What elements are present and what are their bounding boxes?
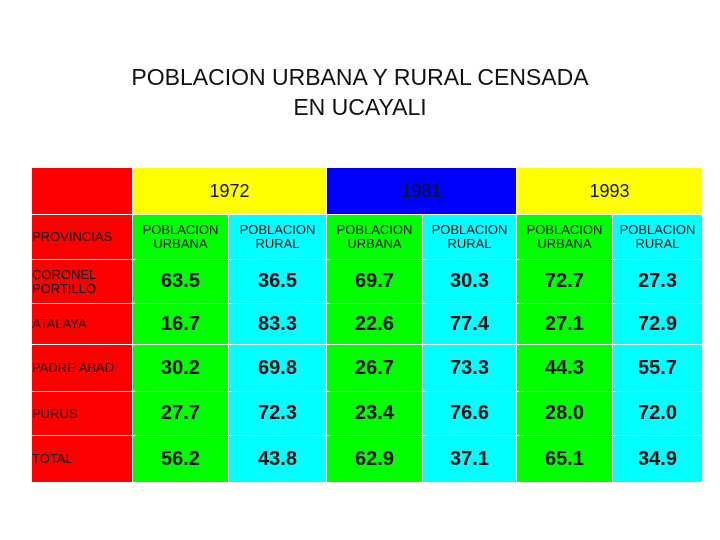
subheader-rural-1972: POBLACION RURAL (228, 214, 327, 260)
value-cell: 72.3 (228, 391, 327, 436)
value-cell: 36.5 (228, 259, 327, 304)
population-table: 1972 1981 1993 PROVINCIAS POBLACION URBA… (31, 167, 703, 483)
value-cell: 73.3 (422, 344, 517, 392)
value-cell: 43.8 (228, 435, 327, 483)
value-cell: 76.6 (422, 391, 517, 436)
value-cell: 44.3 (516, 344, 613, 392)
value-cell: 69.8 (228, 344, 327, 392)
table-row: PADRE ABAD 30.2 69.8 26.7 73.3 44.3 55.7 (31, 344, 703, 392)
province-padre-abad: PADRE ABAD (31, 344, 133, 392)
value-cell: 77.4 (422, 303, 517, 345)
title-line-1: POBLACION URBANA Y RURAL CENSADA (131, 64, 589, 90)
year-header-1972: 1972 (132, 167, 327, 215)
value-cell: 72.9 (612, 303, 703, 345)
value-cell: 72.7 (516, 259, 613, 304)
value-cell: 30.2 (132, 344, 229, 392)
year-header-1993: 1993 (516, 167, 703, 215)
value-cell: 69.7 (326, 259, 423, 304)
value-cell: 65.1 (516, 435, 613, 483)
province-purus: PURUS (31, 391, 133, 436)
value-cell: 28.0 (516, 391, 613, 436)
value-cell: 30.3 (422, 259, 517, 304)
value-cell: 22.6 (326, 303, 423, 345)
value-cell: 55.7 (612, 344, 703, 392)
subheader-urbana-1981: POBLACION URBANA (326, 214, 423, 260)
subheader-urbana-1993: POBLACION URBANA (516, 214, 613, 260)
subheader-rural-1993: POBLACION RURAL (612, 214, 703, 260)
value-cell: 34.9 (612, 435, 703, 483)
table-row: CORONEL PORTILLO 63.5 36.5 69.7 30.3 72.… (31, 259, 703, 304)
corner-blank-cell (31, 167, 133, 215)
value-cell: 63.5 (132, 259, 229, 304)
year-header-row: 1972 1981 1993 (31, 167, 703, 215)
value-cell: 27.3 (612, 259, 703, 304)
value-cell: 16.7 (132, 303, 229, 345)
value-cell: 27.1 (516, 303, 613, 345)
value-cell: 37.1 (422, 435, 517, 483)
province-atalaya: ATALAYA (31, 303, 133, 345)
value-cell: 62.9 (326, 435, 423, 483)
value-cell: 83.3 (228, 303, 327, 345)
table-row: PURUS 27.7 72.3 23.4 76.6 28.0 72.0 (31, 391, 703, 436)
year-header-1981: 1981 (326, 167, 517, 215)
table-row: ATALAYA 16.7 83.3 22.6 77.4 27.1 72.9 (31, 303, 703, 345)
title-line-2: EN UCAYALI (293, 94, 427, 120)
province-coronel-portillo: CORONEL PORTILLO (31, 259, 133, 304)
value-cell: 72.0 (612, 391, 703, 436)
province-total: TOTAL (31, 435, 133, 483)
value-cell: 27.7 (132, 391, 229, 436)
table-row: TOTAL 56.2 43.8 62.9 37.1 65.1 34.9 (31, 435, 703, 483)
value-cell: 26.7 (326, 344, 423, 392)
subheader-rural-1981: POBLACION RURAL (422, 214, 517, 260)
provincias-header: PROVINCIAS (31, 214, 133, 260)
value-cell: 56.2 (132, 435, 229, 483)
slide-title: POBLACION URBANA Y RURAL CENSADA EN UCAY… (0, 62, 720, 122)
subheader-urbana-1972: POBLACION URBANA (132, 214, 229, 260)
sub-header-row: PROVINCIAS POBLACION URBANA POBLACION RU… (31, 214, 703, 260)
value-cell: 23.4 (326, 391, 423, 436)
